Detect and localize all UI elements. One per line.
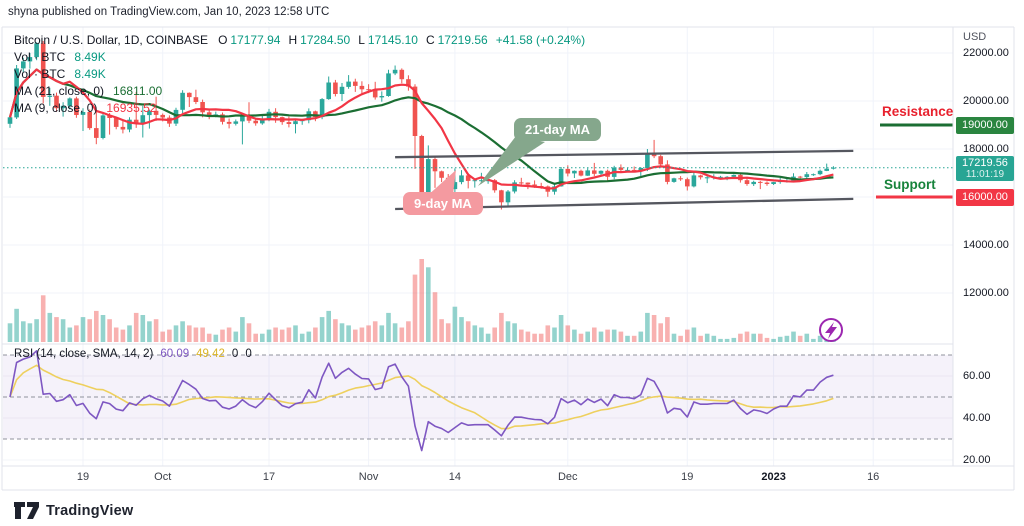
rsi-legend: RSI (14, close, SMA, 14, 2) 60.09 49.42 … <box>14 348 252 360</box>
price-scale-label: 20000.00 <box>963 95 1009 107</box>
rsi-value: 60.09 <box>160 348 190 360</box>
ma9-annotation-bubble: 9-day MA <box>403 192 483 215</box>
change-value: +41.58 (+0.24%) <box>495 32 586 47</box>
main-legend: Bitcoin / U.S. Dollar, 1D, COINBASE O 171… <box>14 31 585 116</box>
rsi-ma-value: 49.42 <box>196 348 225 360</box>
rsi-zero-2: 0 <box>245 348 252 360</box>
symbol-row: Bitcoin / U.S. Dollar, 1D, COINBASE O 171… <box>14 31 585 48</box>
currency-label: USD <box>963 31 987 43</box>
rsi-scale-label: 40.00 <box>963 412 991 424</box>
rsi-scale-label: 60.00 <box>963 370 991 382</box>
rsi-zero-1: 0 <box>231 348 239 360</box>
time-axis-label: 2023 <box>761 471 786 483</box>
support-label: Support <box>884 177 936 192</box>
footer-logo: TradingView <box>13 500 133 521</box>
volume-row-1: Vol · BTC 8.49K <box>14 49 106 64</box>
time-axis-label: Nov <box>358 471 379 483</box>
resistance-label: Resistance <box>882 104 954 119</box>
support-price-badge: 16000.00 <box>956 188 1014 206</box>
ohlc-low: L 17145.10 <box>358 32 418 47</box>
symbol-title: Bitcoin / U.S. Dollar, 1D, COINBASE <box>14 32 209 47</box>
price-scale-label: 14000.00 <box>963 239 1009 251</box>
rsi-scale-label: 20.00 <box>963 454 991 466</box>
volume-row-2: Vol · BTC 8.49K <box>14 66 106 81</box>
last-price-value: 17219.56 <box>962 156 1008 169</box>
tradingview-logo-icon <box>14 502 39 519</box>
time-axis-label: 14 <box>448 471 461 483</box>
time-axis-label: Dec <box>557 471 578 483</box>
price-scale-label: 12000.00 <box>963 287 1009 299</box>
time-axis-label: 19 <box>681 471 694 483</box>
price-scale-label: 22000.00 <box>963 47 1009 59</box>
resistance-price-badge: 19000.00 <box>956 116 1014 134</box>
time-axis-label: 19 <box>76 471 90 483</box>
ma21-bubble-tail <box>478 136 545 186</box>
price-scale-label: 18000.00 <box>963 143 1009 155</box>
ma21-annotation-bubble: 21-day MA <box>514 118 602 141</box>
ohlc-close: C 17219.56 <box>425 32 488 47</box>
last-price-badge: 17219.56 11:01:19 <box>956 155 1014 181</box>
brand-name: TradingView <box>46 502 134 519</box>
time-axis-label: Oct <box>154 471 172 483</box>
rsi-legend-label: RSI (14, close, SMA, 14, 2) <box>14 348 154 360</box>
bar-countdown: 11:01:19 <box>965 168 1005 180</box>
time-axis-label: 16 <box>867 471 880 483</box>
time-axis-label: 17 <box>262 471 276 483</box>
ohlc-open: O 17177.94 <box>218 32 281 47</box>
ma21-row: MA (21, close, 0) 16811.00 <box>14 83 163 98</box>
flash-button[interactable] <box>819 318 843 342</box>
ohlc-high: H 17284.50 <box>288 32 351 47</box>
ma9-row: MA (9, close, 0) 16935.52 <box>14 100 157 115</box>
published-line: shyna published on TradingView.com, Jan … <box>8 6 330 18</box>
